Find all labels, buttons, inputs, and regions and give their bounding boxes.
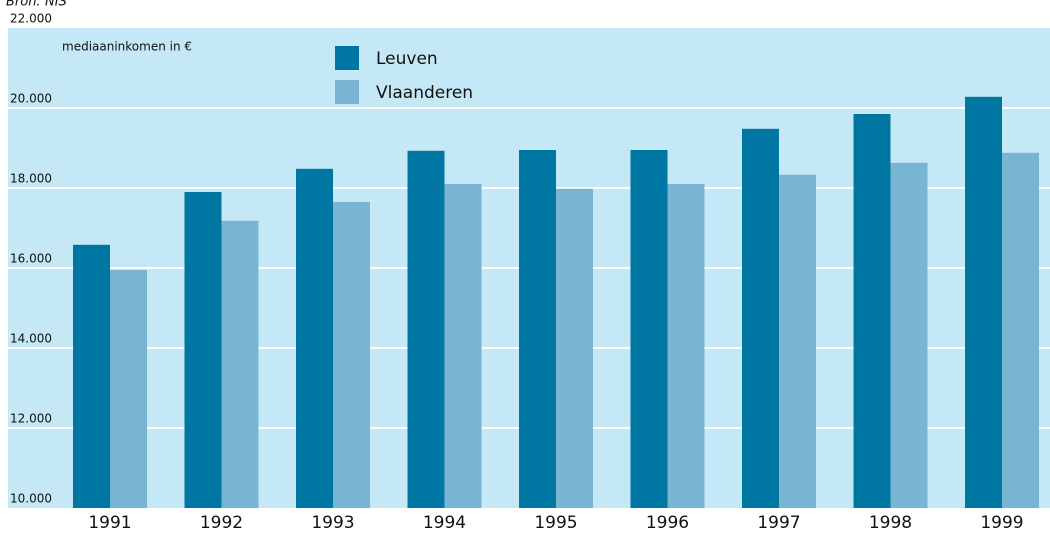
bar — [630, 150, 668, 508]
bar — [519, 150, 556, 508]
x-tick-label: 1993 — [311, 513, 354, 533]
bar — [965, 96, 1002, 509]
x-tick-label: 1994 — [423, 513, 466, 533]
x-tick-label: 1996 — [646, 513, 689, 533]
y-tick-label: 16.000 — [10, 252, 52, 266]
bar — [667, 184, 705, 508]
x-tick-label: 1999 — [980, 513, 1023, 533]
x-tick-label: 1997 — [757, 513, 800, 533]
bar — [1002, 152, 1039, 509]
y-tick-label: 12.000 — [10, 412, 52, 426]
x-tick-label: 1992 — [200, 513, 243, 533]
bar — [742, 128, 779, 509]
legend-label: Vlaanderen — [376, 83, 473, 103]
x-tick-label: 1991 — [88, 513, 131, 533]
y-tick-label: 10.000 — [10, 492, 52, 506]
x-tick-label: 1998 — [869, 513, 912, 533]
bar — [73, 244, 110, 509]
legend-swatch — [335, 80, 359, 104]
bar — [333, 202, 370, 508]
bar — [779, 174, 816, 509]
y-tick-label: 18.000 — [10, 172, 52, 186]
bar — [444, 184, 482, 508]
x-tick-label: 1995 — [534, 513, 577, 533]
bar — [853, 114, 891, 508]
y-tick-label: 20.000 — [10, 92, 52, 106]
bar — [296, 168, 333, 509]
bar — [407, 150, 445, 509]
legend-swatch — [335, 46, 359, 70]
bar — [184, 192, 222, 508]
y-axis-label: mediaaninkomen in € — [62, 40, 192, 54]
y-tick-label: 14.000 — [10, 332, 52, 346]
source: Bron: NIS — [6, 0, 67, 10]
legend-label: Leuven — [376, 49, 438, 69]
bar — [110, 270, 147, 508]
bar — [890, 162, 928, 509]
bar — [221, 220, 259, 509]
y-tick-label: 22.000 — [10, 12, 52, 26]
bar — [556, 188, 593, 509]
